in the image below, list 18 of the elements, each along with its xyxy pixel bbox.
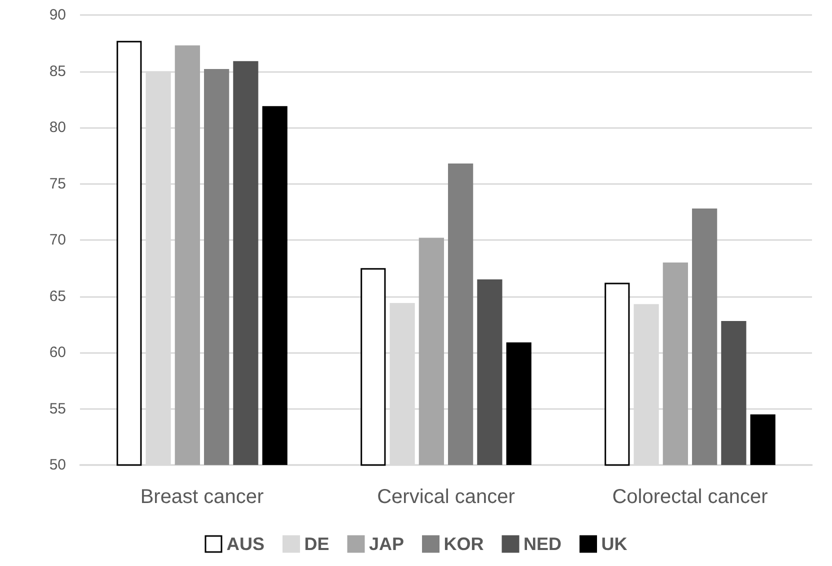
- legend-label: NED: [524, 534, 562, 554]
- legend-label: JAP: [368, 534, 404, 554]
- legend-label: KOR: [444, 534, 484, 554]
- legend-label: UK: [601, 534, 628, 554]
- y-tick-label: 55: [49, 400, 66, 418]
- y-tick-label: 50: [49, 456, 66, 474]
- y-tick-label: 90: [49, 6, 66, 24]
- y-tick-label: 70: [49, 232, 66, 248]
- y-tick-label: 85: [49, 62, 66, 80]
- y-tick-label: 80: [49, 119, 66, 136]
- x-tick-label: Cervical cancer: [377, 486, 516, 508]
- y-tick-label: 75: [49, 175, 66, 192]
- y-tick-label: 60: [49, 344, 66, 361]
- y-tick-label: 65: [49, 288, 66, 305]
- x-tick-label: Breast cancer: [140, 486, 264, 508]
- legend-label: AUS: [226, 534, 265, 554]
- legend-label: DE: [304, 534, 330, 554]
- x-tick-label: Colorectal cancer: [612, 486, 768, 508]
